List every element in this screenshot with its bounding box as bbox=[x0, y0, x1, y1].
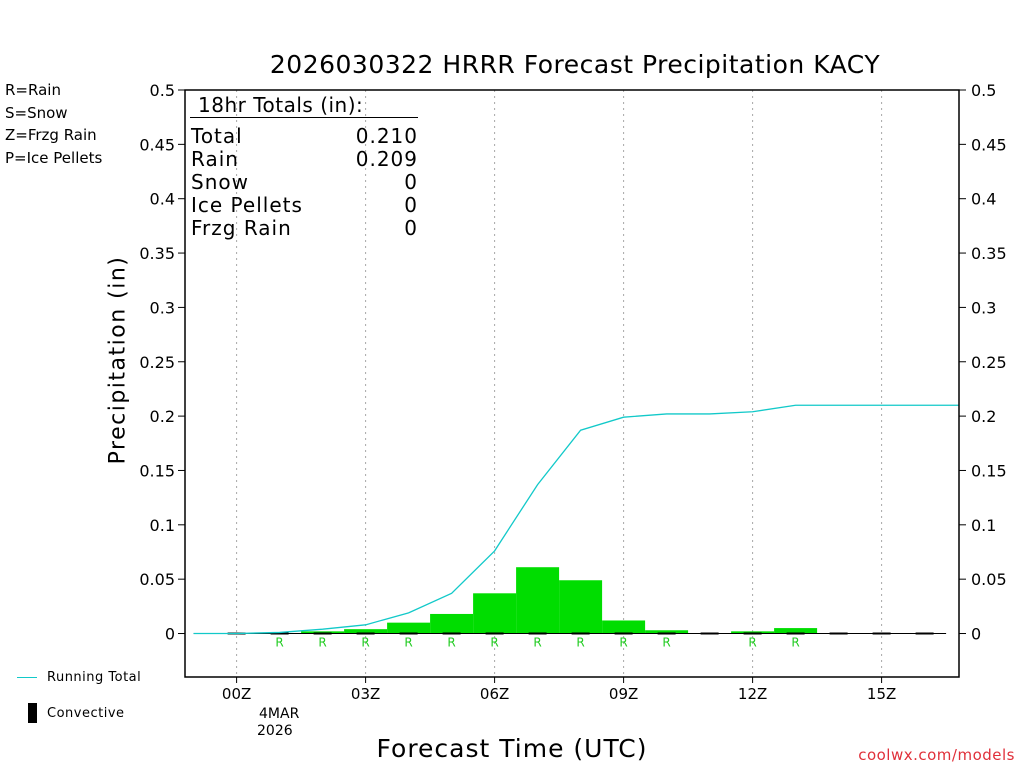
y-tick-label-right: 0.5 bbox=[971, 81, 996, 100]
y-tick-label-right: 0 bbox=[971, 625, 981, 644]
precip-type-marker: R bbox=[619, 636, 627, 650]
convective-key-label: Convective bbox=[47, 706, 125, 721]
precip-type-marker: R bbox=[662, 636, 670, 650]
x-axis-date-day: 4MAR bbox=[259, 706, 300, 722]
y-axis-label: Precipitation (in) bbox=[105, 255, 131, 465]
totals-value-frzg-rain: 0 bbox=[404, 216, 418, 240]
x-axis-ticks: 00Z 03Z 06Z 09Z 12Z 15Z bbox=[222, 677, 896, 703]
totals-heading-underline bbox=[190, 117, 418, 118]
precip-type-marker: R bbox=[748, 636, 756, 650]
totals-label-ice-pellets: Ice Pellets bbox=[191, 193, 303, 217]
totals-label-frzg-rain: Frzg Rain bbox=[191, 216, 292, 240]
legend-ice-pellets: P=Ice Pellets bbox=[5, 149, 103, 167]
y-tick-label-left: 0 bbox=[165, 625, 175, 644]
running-total-line bbox=[193, 404, 959, 635]
y-tick-label-right: 0.25 bbox=[971, 353, 1007, 372]
x-axis-label: Forecast Time (UTC) bbox=[376, 734, 648, 763]
y-tick-label-left: 0.25 bbox=[139, 353, 175, 372]
precip-bar bbox=[602, 620, 646, 634]
precip-type-marker: R bbox=[533, 636, 541, 650]
precip-type-marker: R bbox=[404, 636, 412, 650]
x-tick-label: 15Z bbox=[867, 685, 896, 703]
y-tick-label-left: 0.15 bbox=[139, 461, 175, 480]
totals-value-snow: 0 bbox=[404, 170, 418, 194]
x-tick-label: 12Z bbox=[738, 685, 767, 703]
x-tick-label: 03Z bbox=[351, 685, 380, 703]
y-tick-label-left: 0.05 bbox=[139, 570, 175, 589]
hourly-precip-bars bbox=[258, 567, 818, 634]
y-tick-label-left: 0.45 bbox=[139, 135, 175, 154]
totals-label-snow: Snow bbox=[191, 170, 249, 194]
y-tick-label-left: 0.3 bbox=[150, 298, 175, 317]
x-tick-label: 06Z bbox=[480, 685, 509, 703]
y-axis-ticks: 0 00.05 0.050.1 0.10.15 0.150.2 0.20.25 0.250.… bbox=[139, 81, 1006, 644]
precip-bar bbox=[516, 567, 560, 634]
grid-lines bbox=[236, 90, 883, 677]
precip-bar bbox=[430, 613, 474, 634]
precip-bar bbox=[344, 629, 388, 634]
y-tick-label-left: 0.4 bbox=[150, 190, 175, 209]
precip-type-marker: R bbox=[791, 636, 799, 650]
y-tick-label-left: 0.35 bbox=[139, 244, 175, 263]
legend-freezing-rain: Z=Frzg Rain bbox=[5, 126, 97, 144]
chart-title: 2026030322 HRRR Forecast Precipitation K… bbox=[269, 50, 881, 79]
y-tick-label-left: 0.2 bbox=[150, 407, 175, 426]
precip-type-marker: R bbox=[447, 636, 455, 650]
precip-type-marker: R bbox=[490, 636, 498, 650]
running-total-series bbox=[193, 404, 959, 635]
precip-bar bbox=[301, 631, 345, 634]
legend-rain: R=Rain bbox=[5, 81, 61, 99]
totals-value-rain: 0.209 bbox=[355, 147, 418, 171]
source-credit: coolwx.com/models bbox=[858, 746, 1015, 764]
precip-type-marker: R bbox=[576, 636, 584, 650]
precip-type-marker: R bbox=[318, 636, 326, 650]
totals-label-rain: Rain bbox=[191, 147, 239, 171]
y-tick-label-right: 0.4 bbox=[971, 190, 996, 209]
plot-frame bbox=[184, 89, 960, 678]
totals-value-total: 0.210 bbox=[355, 124, 418, 148]
precip-bar bbox=[387, 622, 431, 634]
x-tick-label: 00Z bbox=[222, 685, 251, 703]
precip-type-marker: R bbox=[275, 636, 283, 650]
precip-bar bbox=[731, 631, 775, 634]
totals-label-total: Total bbox=[191, 124, 243, 148]
y-tick-label-right: 0.35 bbox=[971, 244, 1007, 263]
precip-bar bbox=[473, 593, 517, 634]
legend-snow: S=Snow bbox=[5, 104, 68, 122]
precip-bar bbox=[645, 630, 689, 634]
x-tick-label: 09Z bbox=[609, 685, 638, 703]
precip-bar bbox=[774, 628, 818, 634]
y-tick-label-left: 0.5 bbox=[150, 81, 175, 100]
running-total-key-line bbox=[17, 677, 37, 678]
y-tick-label-right: 0.2 bbox=[971, 407, 996, 426]
y-tick-label-right: 0.05 bbox=[971, 570, 1007, 589]
convective-key-swatch bbox=[28, 703, 37, 723]
y-tick-label-right: 0.15 bbox=[971, 461, 1007, 480]
precip-type-marker: R bbox=[361, 636, 369, 650]
x-axis-date-year: 2026 bbox=[257, 723, 293, 739]
running-total-key-label: Running Total bbox=[47, 670, 142, 685]
precip-bar bbox=[559, 580, 603, 634]
totals-heading: 18hr Totals (in): bbox=[198, 93, 364, 117]
totals-value-ice-pellets: 0 bbox=[404, 193, 418, 217]
y-tick-label-right: 0.1 bbox=[971, 516, 996, 535]
y-tick-label-left: 0.1 bbox=[150, 516, 175, 535]
y-tick-label-right: 0.3 bbox=[971, 298, 996, 317]
y-tick-label-right: 0.45 bbox=[971, 135, 1007, 154]
